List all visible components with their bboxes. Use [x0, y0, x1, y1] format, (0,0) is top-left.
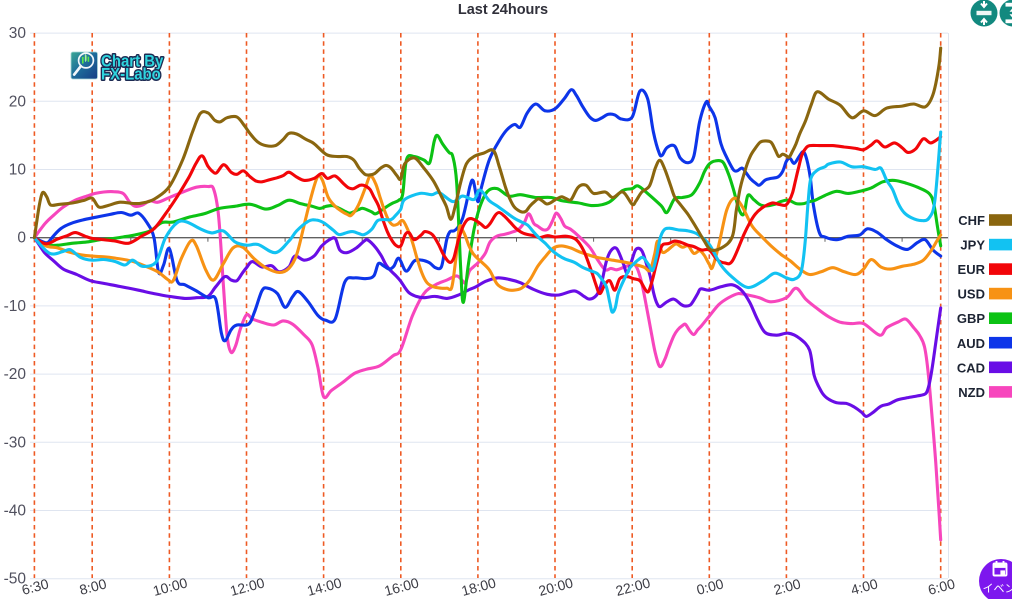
- svg-text:10:00: 10:00: [151, 574, 189, 599]
- svg-text:-40: -40: [4, 503, 27, 520]
- svg-text:EUR: EUR: [958, 262, 986, 277]
- svg-text:20: 20: [9, 93, 27, 110]
- svg-text:JPY: JPY: [960, 238, 985, 253]
- svg-text:30: 30: [9, 25, 27, 42]
- svg-text:-10: -10: [4, 298, 27, 315]
- svg-text:2:00: 2:00: [772, 575, 803, 598]
- svg-text:6:30: 6:30: [20, 575, 51, 598]
- svg-text:GBP: GBP: [957, 311, 986, 326]
- svg-text:0: 0: [17, 230, 26, 247]
- svg-text:8:00: 8:00: [78, 575, 109, 598]
- svg-text:4:00: 4:00: [849, 575, 880, 598]
- svg-text:CHF: CHF: [958, 213, 985, 228]
- svg-text:CAD: CAD: [957, 360, 985, 375]
- svg-text:-20: -20: [4, 366, 27, 383]
- svg-text:AUD: AUD: [957, 336, 985, 351]
- svg-text:0:00: 0:00: [695, 575, 726, 598]
- svg-text:Chart By: Chart By: [101, 53, 163, 71]
- svg-text:14:00: 14:00: [305, 574, 343, 599]
- svg-text:USD: USD: [958, 287, 985, 302]
- svg-text:18:00: 18:00: [460, 574, 498, 599]
- svg-text:6:00: 6:00: [926, 575, 957, 598]
- svg-text:10: 10: [9, 162, 27, 179]
- svg-text:22:00: 22:00: [614, 574, 652, 599]
- svg-text:NZD: NZD: [958, 385, 985, 400]
- svg-text:-30: -30: [4, 434, 27, 451]
- svg-text:16:00: 16:00: [383, 574, 421, 599]
- svg-text:20:00: 20:00: [537, 574, 575, 599]
- svg-text:-50: -50: [4, 571, 27, 588]
- svg-text:12:00: 12:00: [228, 574, 266, 599]
- svg-text:イベン: イベン: [983, 583, 1012, 595]
- svg-text:FX-Labo: FX-Labo: [101, 65, 161, 83]
